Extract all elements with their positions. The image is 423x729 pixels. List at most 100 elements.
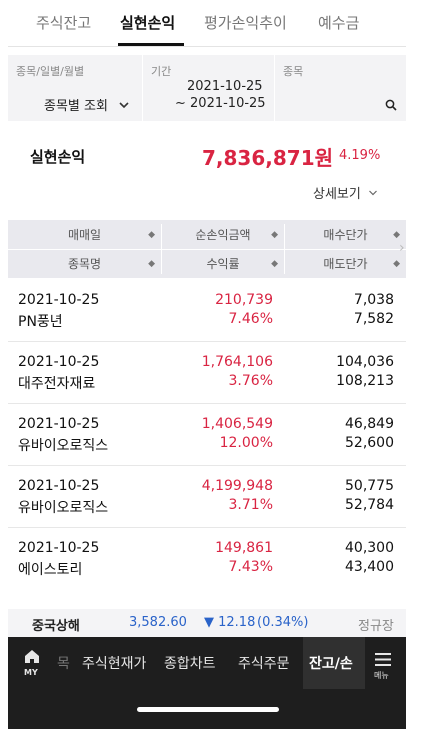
active-tab-indicator	[118, 43, 184, 46]
net-profit-amount: 1,406,549	[201, 416, 273, 432]
search-icon[interactable]	[385, 96, 397, 115]
header-divider	[8, 249, 406, 250]
sort-icon: ◆	[148, 230, 155, 240]
sell-price: 52,784	[345, 497, 394, 513]
market-ticker[interactable]: 중국상해 3,582.60 ▼ 12.18 (0.34%) 정규장	[8, 609, 406, 637]
filter-divider	[274, 55, 275, 121]
stock-name: 유바이오로직스	[18, 500, 109, 516]
header-sell-price-label: 매도단가	[323, 257, 368, 271]
return-rate: 7.46%	[228, 311, 273, 327]
return-rate: 7.43%	[228, 559, 273, 575]
header-stock-name[interactable]: 종목명 ◆	[8, 251, 161, 277]
sell-price: 7,582	[353, 311, 394, 327]
table-row[interactable]: 2021-10-25 PN풍년 210,739 7.46% 7,038 7,58…	[8, 280, 406, 342]
header-return-rate[interactable]: 수익률 ◆	[162, 251, 284, 277]
tab-deposit[interactable]: 예수금	[318, 14, 360, 32]
buy-price: 104,036	[336, 354, 394, 370]
return-rate: 12.00%	[219, 435, 273, 451]
buy-price: 7,038	[353, 292, 394, 308]
tab-bar: 주식잔고 실현손익 평가손익추이 예수금	[8, 0, 406, 47]
chevron-right-icon[interactable]: ›	[399, 240, 405, 256]
header-net-profit[interactable]: 순손익금액 ◆	[162, 222, 284, 248]
net-profit-amount: 1,764,106	[201, 354, 273, 370]
header-trade-date-label: 매매일	[67, 228, 102, 242]
tab-valuation-trend[interactable]: 평가손익추이	[204, 14, 287, 32]
trade-date: 2021-10-25	[18, 478, 100, 494]
table-header: 매매일 ◆ 순손익금액 ◆ 매수단가 ◆ 종목명 ◆ 수익률 ◆ 매도단가 ◆	[8, 220, 406, 278]
hamburger-menu-icon	[375, 651, 391, 670]
app-screen: 주식잔고 실현손익 평가손익추이 예수금 종목/일별/월별 종목별 조회 기간 …	[8, 0, 406, 729]
home-indicator	[137, 707, 279, 712]
detail-view-label: 상세보기	[313, 187, 361, 202]
index-value: 3,582.60	[129, 615, 187, 630]
net-profit-amount: 149,861	[215, 540, 273, 556]
table-row[interactable]: 2021-10-25 에이스토리 149,861 7.43% 40,300 43…	[8, 528, 406, 589]
nav-home-label: MY	[24, 668, 38, 677]
stock-name: 대주전자재료	[18, 376, 96, 392]
buy-price: 46,849	[345, 416, 394, 432]
sort-icon: ◆	[393, 230, 400, 240]
nav-item-order[interactable]: 주식주문	[238, 656, 290, 672]
nav-home-button[interactable]: MY	[22, 649, 44, 683]
stock-name: 에이스토리	[18, 562, 83, 578]
sort-icon: ◆	[271, 259, 278, 269]
nav-item-stock-price[interactable]: 주식현재가	[82, 656, 147, 672]
return-rate: 3.71%	[228, 497, 273, 513]
buy-price: 40,300	[345, 540, 394, 556]
detail-view-button[interactable]: 상세보기	[313, 183, 378, 202]
header-divider	[161, 224, 162, 274]
header-buy-price[interactable]: 매수단가 ◆	[285, 222, 406, 248]
header-trade-date[interactable]: 매매일 ◆	[8, 222, 161, 248]
trade-date: 2021-10-25	[18, 354, 100, 370]
chevron-down-icon	[368, 187, 378, 202]
nav-menu-label: 메뉴	[374, 671, 389, 680]
buy-price: 50,775	[345, 478, 394, 494]
chevron-down-icon	[118, 96, 130, 115]
header-return-rate-label: 수익률	[206, 257, 240, 271]
sort-icon: ◆	[271, 230, 278, 240]
bottom-nav: MY 목 주식현재가 종합차트 주식주문 잔고/손 메뉴	[8, 637, 406, 729]
return-rate: 3.76%	[228, 373, 273, 389]
net-profit-amount: 4,199,948	[201, 478, 273, 494]
tab-stock-balance[interactable]: 주식잔고	[36, 14, 92, 32]
nav-active-background	[303, 637, 365, 689]
filter-period-label: 기간	[151, 65, 172, 78]
realized-pnl-label: 실현손익	[30, 148, 86, 166]
filter-panel: 종목/일별/월별 종목별 조회 기간 2021-10-25 ~ 2021-10-…	[8, 55, 406, 121]
header-stock-name-label: 종목명	[67, 257, 102, 271]
period-start-date: 2021-10-25	[187, 79, 263, 94]
trade-date: 2021-10-25	[18, 540, 100, 556]
nav-item-chart[interactable]: 종합차트	[164, 656, 216, 672]
nav-item-partial[interactable]: 목	[57, 656, 70, 672]
tab-realized-pnl[interactable]: 실현손익	[120, 14, 176, 32]
period-end-date: ~ 2021-10-25	[175, 96, 266, 111]
table-row[interactable]: 2021-10-25 유바이오로직스 1,406,549 12.00% 46,8…	[8, 404, 406, 466]
market-status: 정규장	[358, 619, 394, 634]
sell-price: 52,600	[345, 435, 394, 451]
filter-divider	[142, 55, 143, 121]
home-icon	[24, 649, 40, 668]
net-profit-amount: 210,739	[215, 292, 273, 308]
sell-price: 43,400	[345, 559, 394, 575]
table-row[interactable]: 2021-10-25 유바이오로직스 4,199,948 3.71% 50,77…	[8, 466, 406, 528]
stock-name: PN풍년	[18, 314, 63, 330]
filter-type-select[interactable]: 종목/일별/월별 종목별 조회	[8, 55, 142, 121]
filter-type-value: 종목별 조회	[44, 99, 108, 114]
trade-date: 2021-10-25	[18, 292, 100, 308]
trade-date: 2021-10-25	[18, 416, 100, 432]
nav-menu-button[interactable]: 메뉴	[372, 651, 396, 683]
nav-item-balance[interactable]: 잔고/손	[309, 656, 353, 672]
sort-icon: ◆	[148, 259, 155, 269]
sort-icon: ◆	[393, 259, 400, 269]
filter-period[interactable]: 기간 2021-10-25 ~ 2021-10-25	[143, 55, 274, 121]
filter-type-label: 종목/일별/월별	[16, 65, 85, 78]
sell-price: 108,213	[336, 373, 394, 389]
header-sell-price[interactable]: 매도단가 ◆	[285, 251, 406, 277]
filter-stock-search[interactable]: 종목	[275, 55, 406, 121]
index-name: 중국상해	[32, 619, 80, 634]
index-change: ▼ 12.18	[204, 615, 256, 630]
filter-stock-label: 종목	[283, 65, 304, 78]
stock-name: 유바이오로직스	[18, 438, 109, 454]
header-net-profit-label: 순손익금액	[195, 228, 251, 242]
table-row[interactable]: 2021-10-25 대주전자재료 1,764,106 3.76% 104,03…	[8, 342, 406, 404]
